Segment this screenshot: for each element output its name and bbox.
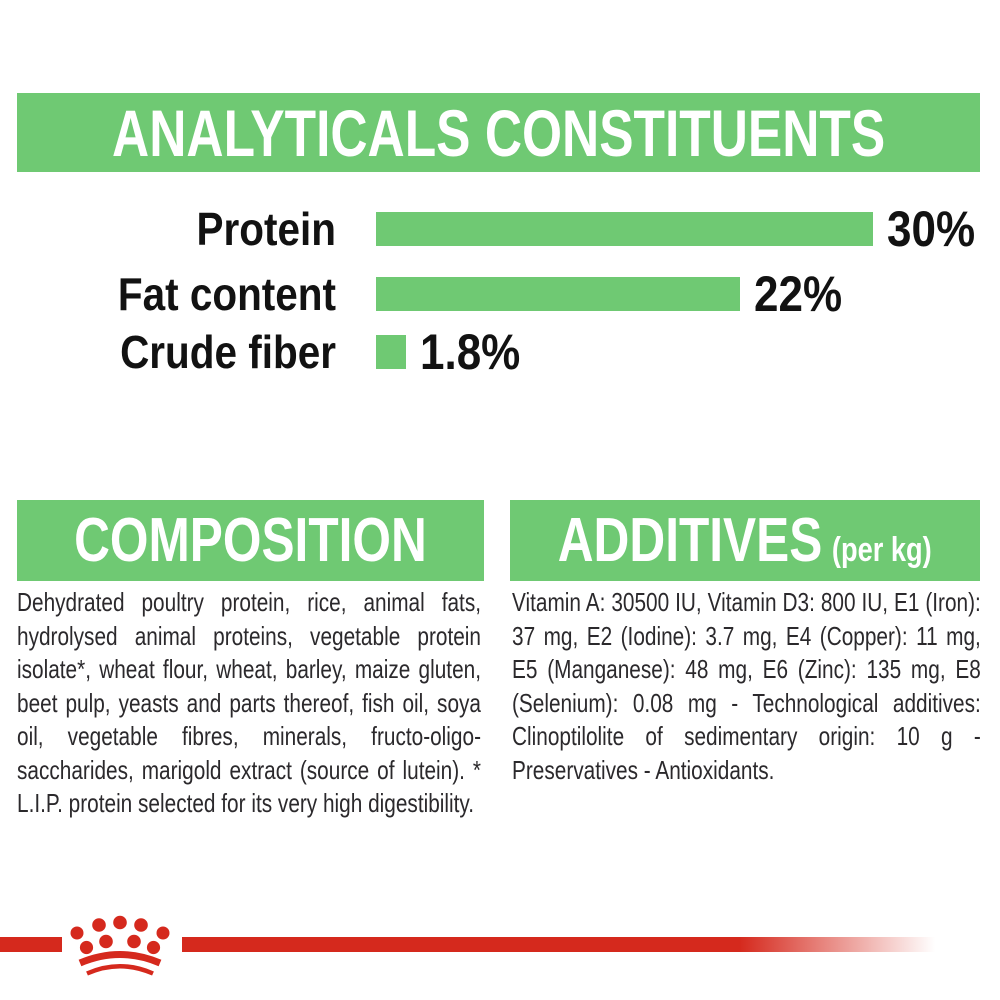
red-band-left [0,937,62,952]
analyticals-title: ANALYTICALS CONSTITUENTS [111,95,886,170]
additives-body: Vitamin A: 30500 IU, Vitamin D3: 800 IU,… [512,587,981,785]
composition-body: Dehydrated poultry protein, rice, animal… [17,587,481,818]
chart-label-crude-fiber: Crude fiber [120,326,336,378]
chart-bar-protein [376,212,873,246]
chart-label-protein: Protein [196,203,336,255]
chart-label-fat-content: Fat content [117,268,336,320]
chart-row-fat-content: Fat content 22% [0,269,1000,319]
chart-row-crude-fiber: Crude fiber 1.8% [0,327,1000,377]
additives-header-bar: ADDITIVES (per kg) [510,500,980,581]
composition-title: COMPOSITION [74,506,427,575]
chart-value-protein: 30% [887,201,976,257]
composition-header-bar: COMPOSITION [17,500,484,581]
royal-canin-crown-icon [70,915,170,976]
additives-per-kg-label: (per kg) [832,531,932,569]
chart-row-protein: Protein 30% [0,204,1000,254]
red-band-right-fading [182,937,935,952]
chart-value-crude-fiber: 1.8% [419,324,521,380]
additives-title-group: ADDITIVES (per kg) [558,505,932,576]
additives-title: ADDITIVES [558,506,823,575]
chart-value-fat-content: 22% [754,266,843,322]
chart-bar-fat-content [376,277,741,311]
chart-bar-crude-fiber [376,335,406,369]
analyticals-header-bar: ANALYTICALS CONSTITUENTS [17,93,980,172]
